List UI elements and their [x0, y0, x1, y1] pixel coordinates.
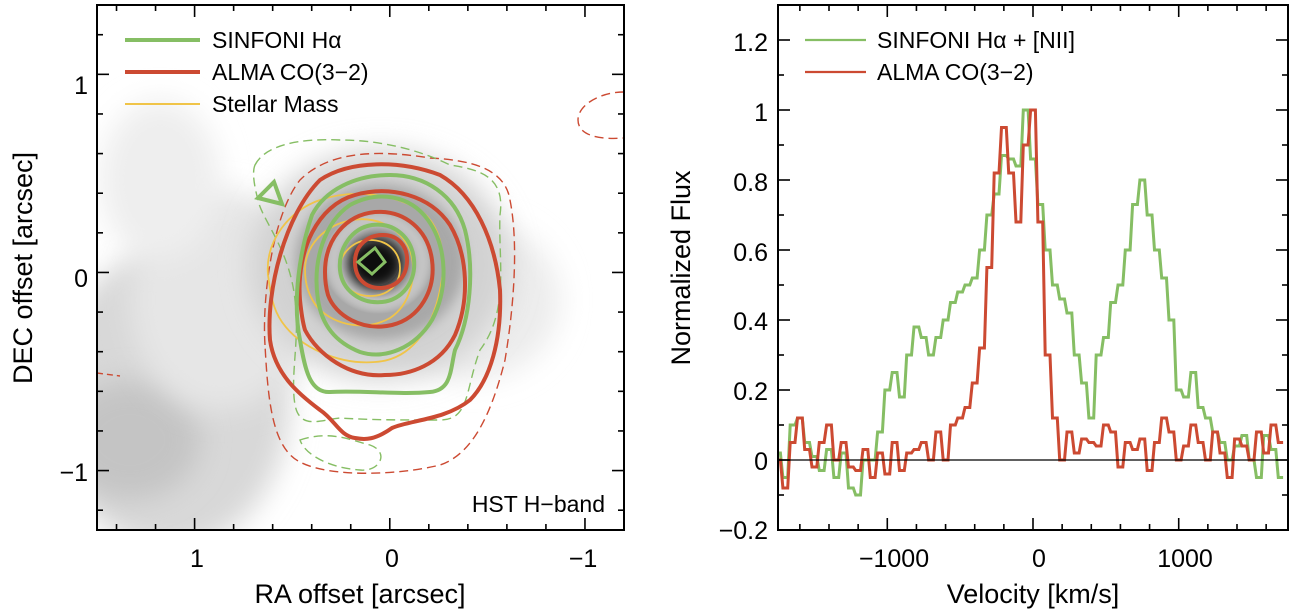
hst-h-band-annotation: HST H−band: [472, 491, 605, 517]
right-ytick-label-5: 0.6: [733, 239, 768, 267]
sinfoni-contour-1: [294, 172, 473, 395]
sinfoni-contour-island: [254, 178, 286, 207]
stellar-mass-contour-1: [266, 193, 444, 364]
left-legend: SINFONI Hα ALMA CO(3−2) Stellar Mass: [125, 27, 369, 117]
right-ytick-label-6: 0.8: [733, 169, 768, 197]
sinfoni-contour-2: [314, 194, 446, 357]
left-xtick-label-1: 1: [190, 545, 204, 573]
left-xtick-label-3: −1: [569, 545, 598, 573]
left-ytick-label-3: −1: [59, 459, 88, 487]
right-ytick-label-8: 1.2: [733, 29, 768, 57]
right-ytick-label-7: 1: [754, 99, 768, 127]
right-ytick-label-1: −0.2: [719, 517, 768, 545]
left-y-axis-label: DEC offset [arcsec]: [8, 152, 38, 384]
alma-contour-dashed-corner: [577, 91, 624, 140]
legend-label-alma-co: ALMA CO(3−2): [877, 59, 1034, 85]
right-ytick-label-2: 0: [754, 448, 768, 476]
series-alma-co32-line: [778, 108, 1284, 490]
left-plot-frame: [96, 4, 625, 531]
alma-contour-dashed-outer: [263, 152, 516, 474]
right-ytick-label-4: 0.4: [733, 308, 768, 336]
right-xtick-label-2: 0: [1032, 545, 1046, 573]
right-y-axis-label: Normalized Flux: [666, 170, 696, 366]
right-xtick-label-1: −1000: [859, 545, 929, 573]
left-x-axis-label: RA offset [arcsec]: [254, 579, 465, 609]
right-ytick-label-3: 0.2: [733, 378, 768, 406]
sinfoni-contour-4: [355, 245, 387, 277]
alma-contour-dashed-edge: [97, 372, 121, 377]
left-xtick-label-2: 0: [385, 545, 399, 573]
sinfoni-contour-dashed-outer: [252, 138, 502, 423]
sinfoni-contour-3: [337, 222, 417, 305]
left-panel: 1 0 −1 1 0 −1 RA offset [arcsec] DEC off…: [8, 4, 625, 609]
legend-label-sinfoni-nii: SINFONI Hα + [NII]: [877, 27, 1075, 53]
alma-contour-1: [267, 162, 503, 441]
left-axis-ticks: [97, 5, 625, 530]
spectra-series: [778, 108, 1284, 497]
legend-label-stellar-mass: Stellar Mass: [212, 91, 339, 117]
contours: [97, 91, 624, 474]
left-ytick-label-1: 1: [74, 72, 88, 100]
legend-label-alma: ALMA CO(3−2): [212, 59, 369, 85]
left-ytick-label-2: 0: [74, 265, 88, 293]
sinfoni-contour-dashed-lower: [299, 435, 382, 471]
stellar-mass-contour-3: [339, 239, 401, 297]
alma-contour-4: [352, 232, 410, 291]
right-axis-ticks: [778, 5, 1288, 531]
series-sinfoni-halpha-nii-line: [778, 108, 1284, 497]
right-legend: SINFONI Hα + [NII] ALMA CO(3−2): [805, 27, 1075, 85]
alma-contour-2: [297, 189, 468, 378]
alma-contour-3: [322, 209, 435, 329]
right-panel: −1000 0 1000 −0.2 0 0.2 0.4 0.6 0.8 1 1.…: [666, 4, 1289, 609]
right-xtick-label-3: 1000: [1157, 545, 1213, 573]
legend-label-sinfoni: SINFONI Hα: [212, 27, 342, 53]
right-x-axis-label: Velocity [km/s]: [947, 579, 1120, 609]
